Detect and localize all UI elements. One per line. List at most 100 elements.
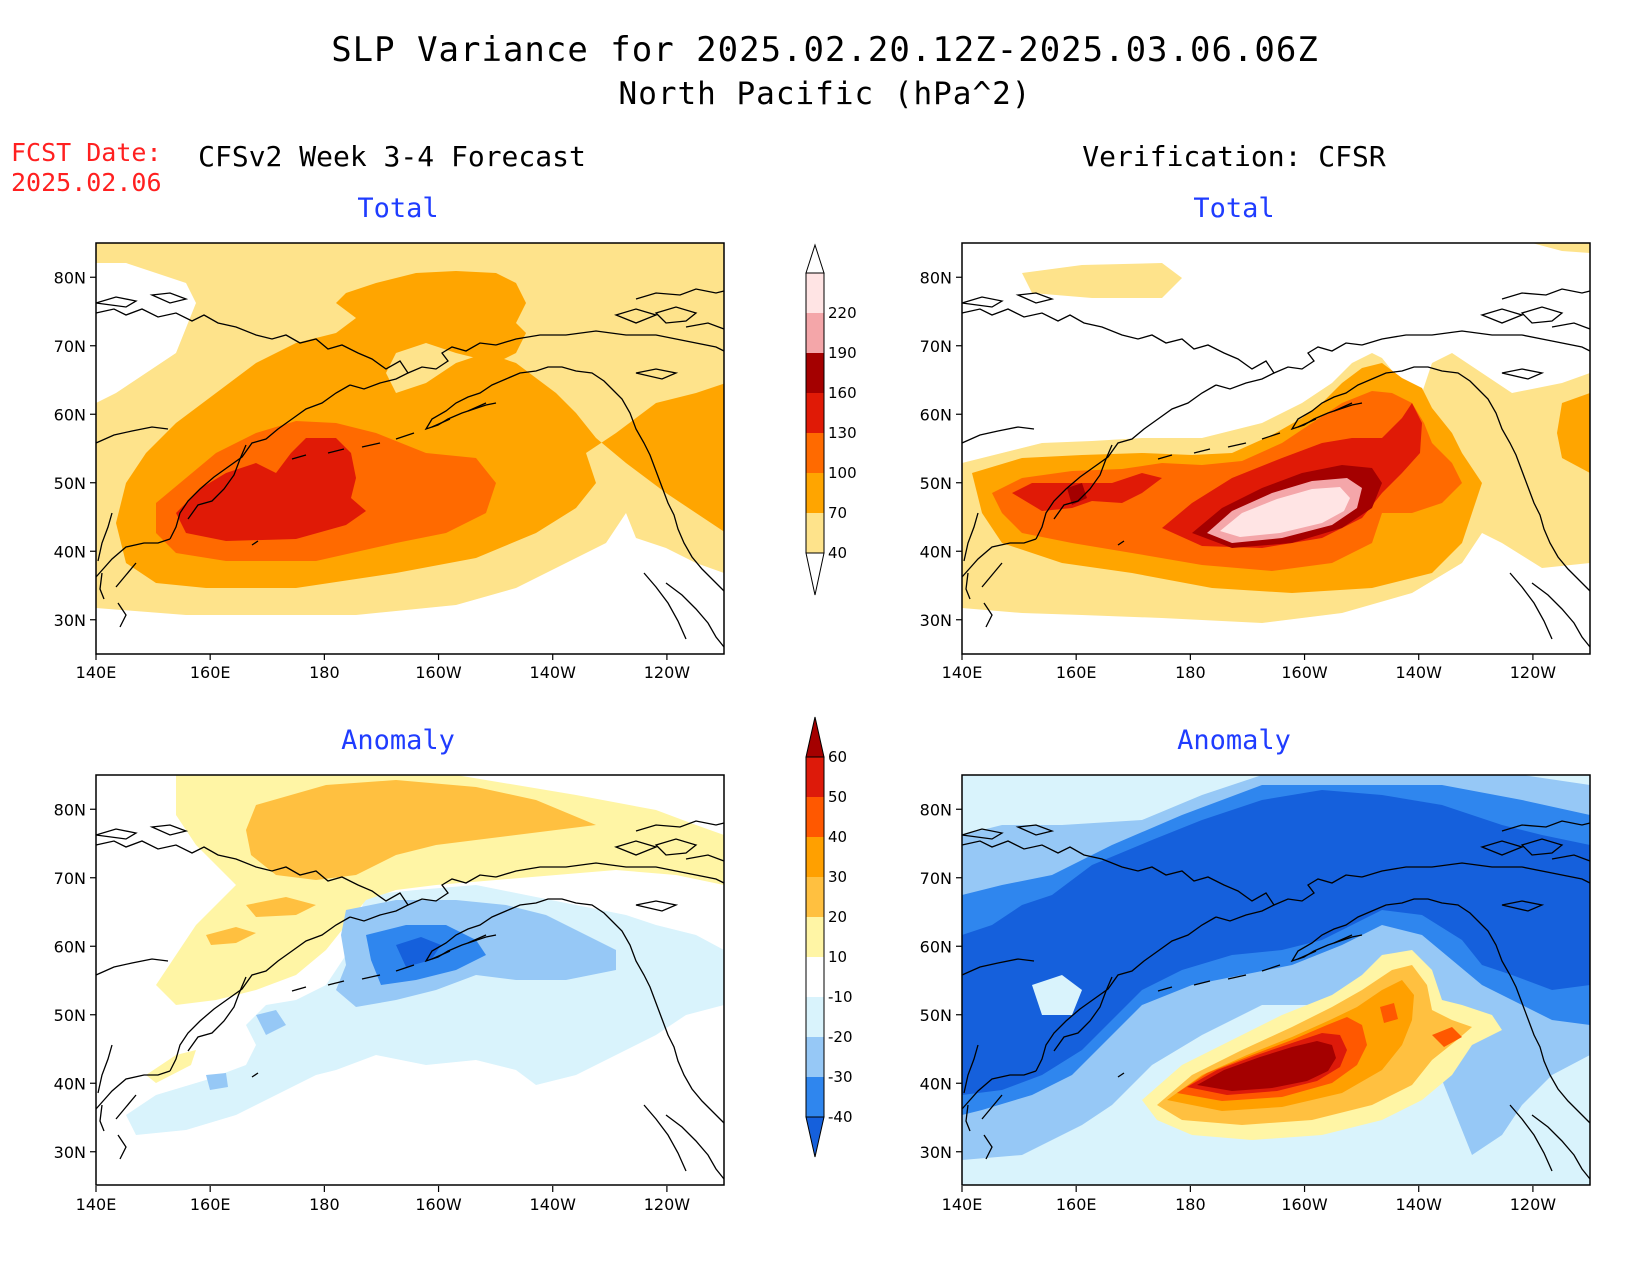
forecast-date-value: 2025.02.06 (11, 168, 162, 197)
lon-tick-label: 160E (190, 663, 231, 682)
lon-tick-label: 180 (1175, 663, 1206, 682)
verification-column-heading: Verification: CFSR (1082, 140, 1386, 173)
verification-anomaly-title: Anomaly (1177, 725, 1291, 756)
lon-tick-label: 140W (530, 1195, 577, 1214)
verif-anom-frame (961, 774, 1591, 1186)
colorbar-label: 70 (828, 504, 847, 522)
colorbar-swatch (806, 877, 824, 917)
colorbar-swatch (806, 273, 824, 313)
lat-tick-label: 70N (54, 337, 86, 356)
verif-total-lon-axis: 140E 160E 180 160W 140W 120W (942, 654, 1556, 682)
lon-tick-label: 160W (1281, 663, 1328, 682)
lon-tick-label: 180 (309, 1195, 340, 1214)
lon-tick-label: 120W (644, 1195, 691, 1214)
colorbar-label: 20 (828, 908, 847, 926)
colorbar-label: 130 (828, 424, 857, 442)
verif-total-contour-40-north (1022, 263, 1182, 298)
lat-tick-label: 70N (920, 869, 952, 888)
fcst-anom-frame (95, 774, 725, 1186)
colorbar-swatch (806, 917, 824, 957)
fcst-anom-contour-20 (206, 780, 596, 945)
lon-tick-label: 160E (190, 1195, 231, 1214)
lon-tick-label: 140E (942, 1195, 983, 1214)
verif-total-contour-70-east (1557, 393, 1590, 473)
colorbar-label: 60 (828, 748, 847, 766)
colorbar-swatch (806, 757, 824, 797)
colorbar-frame (805, 756, 825, 1118)
verif-total-contour-220 (1220, 487, 1350, 537)
colorbar-label: 160 (828, 384, 857, 402)
verif-anom-contour-60 (1197, 1041, 1336, 1091)
colorbar-swatch (806, 837, 824, 877)
lat-tick-label: 70N (54, 869, 86, 888)
verification-total-title: Total (1193, 193, 1275, 224)
colorbar-bottom-tip (805, 552, 825, 596)
fcst-anom-contour-neg20-sw (206, 1010, 286, 1090)
lon-tick-label: 140E (76, 1195, 117, 1214)
colorbar-swatch (806, 473, 824, 513)
forecast-total-title: Total (357, 193, 439, 224)
colorbar-label: 190 (828, 344, 857, 362)
colorbar-swatch (806, 1077, 824, 1117)
lat-tick-label: 30N (54, 611, 86, 630)
colorbar-label: -10 (828, 988, 853, 1006)
colorbar-swatch (806, 513, 824, 553)
lon-tick-label: 160W (1281, 1195, 1328, 1214)
verif-total-contour-160-w (1067, 483, 1087, 505)
total-colorbar: 40 70 100 130 160 190 220 (805, 243, 857, 596)
fcst-anom-lon-axis: 140E 160E 180 160W 140W 120W (76, 1186, 691, 1214)
colorbar-label: 50 (828, 788, 847, 806)
colorbar-label: -20 (828, 1028, 853, 1046)
colorbar-swatch (806, 433, 824, 473)
lat-tick-label: 70N (920, 337, 952, 356)
lat-tick-label: 80N (920, 800, 952, 819)
lon-tick-label: 180 (309, 663, 340, 682)
lon-tick-label: 140W (1396, 1195, 1443, 1214)
lon-tick-label: 140W (530, 663, 577, 682)
colorbar-swatch (806, 313, 824, 353)
colorbar-label: 40 (828, 828, 847, 846)
verif-total-contour-40-ne (1532, 243, 1590, 253)
lat-tick-label: 60N (54, 405, 86, 424)
lat-tick-label: 80N (54, 268, 86, 287)
lon-tick-label: 180 (1175, 1195, 1206, 1214)
lat-tick-label: 80N (54, 800, 86, 819)
colorbar-swatch (806, 353, 824, 393)
verif-anom-lon-axis: 140E 160E 180 160W 140W 120W (942, 1186, 1557, 1214)
lon-tick-label: 140W (1396, 663, 1443, 682)
colorbar-swatch (806, 797, 824, 837)
forecast-anomaly-panel: 80N 70N 60N 50N 40N 30N 140E 160E 180 160W 140W 12… (54, 774, 725, 1214)
forecast-anomaly-title: Anomaly (341, 725, 455, 756)
anomaly-colorbar: 60 50 40 30 20 10 -10 -20 -30 -40 (805, 716, 853, 1158)
colorbar-label: 10 (828, 948, 847, 966)
lon-tick-label: 160E (1056, 1195, 1097, 1214)
lat-tick-label: 30N (920, 1143, 952, 1162)
verif-total-lat-axis: 80N 70N 60N 50N 40N 30N (920, 268, 962, 630)
fcst-total-lat-axis: 80N 70N 60N 50N 40N 30N (54, 268, 96, 630)
lat-tick-label: 30N (920, 611, 952, 630)
figure-title: SLP Variance for 2025.02.20.12Z-2025.03.… (331, 30, 1319, 70)
lat-tick-label: 40N (54, 542, 86, 561)
lon-tick-label: 140E (942, 663, 983, 682)
verification-anomaly-panel: 80N 70N 60N 50N 40N 30N 140E 160E 180 160W 140W 12… (920, 774, 1591, 1214)
lat-tick-label: 40N (54, 1074, 86, 1093)
lat-tick-label: 50N (54, 1006, 86, 1025)
lat-tick-label: 40N (920, 1074, 952, 1093)
colorbar-top-tip (805, 716, 825, 758)
lat-tick-label: 80N (920, 268, 952, 287)
lon-tick-label: 120W (1510, 1195, 1557, 1214)
lon-tick-label: 160W (415, 1195, 462, 1214)
lat-tick-label: 60N (920, 405, 952, 424)
colorbar-frame (805, 272, 825, 554)
colorbar-swatch (806, 393, 824, 433)
colorbar-label: -30 (828, 1068, 853, 1086)
colorbar-swatch (806, 1037, 824, 1077)
lat-tick-label: 50N (54, 474, 86, 493)
lon-tick-label: 120W (644, 663, 691, 682)
fcst-total-frame (95, 242, 725, 655)
fcst-anom-lat-axis: 80N 70N 60N 50N 40N 30N (54, 800, 96, 1162)
forecast-date-label: FCST Date: (11, 138, 162, 167)
lat-tick-label: 60N (920, 937, 952, 956)
lat-tick-label: 30N (54, 1143, 86, 1162)
lat-tick-label: 50N (920, 474, 952, 493)
